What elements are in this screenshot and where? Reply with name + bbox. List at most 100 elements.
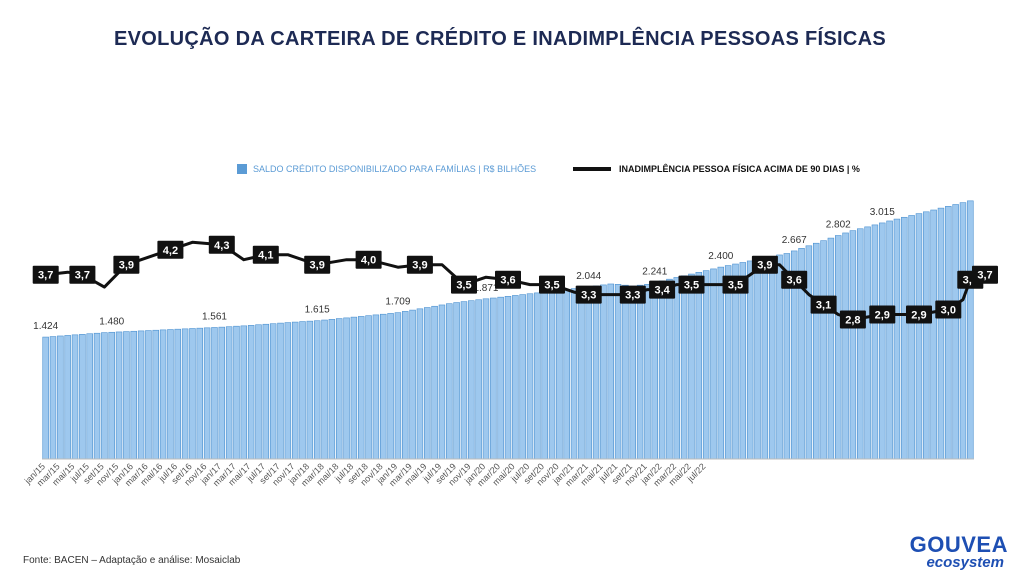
bar [827,237,835,460]
line-point-label: 3,5 [684,280,699,292]
bar-value-label: 1.561 [202,311,227,322]
bar [446,303,453,460]
bar [101,332,108,460]
bar [86,333,93,460]
line-point-label: 3,9 [310,260,325,272]
line-point-box [304,255,331,274]
bar [614,284,622,460]
bar [372,314,380,460]
bar [196,327,204,460]
bar [651,282,659,460]
bar-value-label: 1.424 [33,321,58,332]
line-point-label: 3,7 [38,270,53,282]
bar [49,336,57,460]
line-point-label: 3,5 [728,280,743,292]
line-point-box [113,255,140,274]
bar [930,209,937,460]
bar [225,326,233,460]
bar-value-label: 1.709 [385,297,410,308]
bar [849,230,857,460]
bar [387,313,394,460]
bar [724,265,732,460]
bar [108,331,115,460]
bar-value-label: 2.241 [642,267,667,278]
bar [416,308,424,460]
bar [357,316,365,460]
bar [680,275,688,460]
line-point-box [839,310,866,329]
gouvea-logo: GOUVEA ecosystem [894,530,1014,574]
bar [482,298,490,460]
bar [431,305,438,460]
line-point-box [575,285,602,304]
line-point-box [972,265,998,284]
bar [717,266,725,460]
bar [328,319,336,460]
bar [115,331,123,460]
bar-value-label: 1.480 [99,316,124,327]
line-point-label: 2,8 [845,315,860,327]
legend-line-label: INADIMPLÊNCIA PESSOA FÍSICA ACIMA DE 90 … [619,164,860,174]
bar [556,290,563,460]
bar [490,297,497,460]
legend-line: INADIMPLÊNCIA PESSOA FÍSICA ACIMA DE 90 … [573,162,860,176]
line-point-label: 3,3 [625,290,640,302]
line-point-box [619,285,646,304]
bar-value-label: 2.400 [708,251,733,262]
legend-line-swatch-icon [573,167,611,171]
line-point-label: 3,7 [977,270,992,282]
bar [570,288,578,460]
bar [299,321,306,460]
bar [203,327,211,460]
bar [842,232,849,460]
line-point-box [869,305,896,324]
bar [710,268,717,460]
bar [519,294,526,460]
bar-value-label: 2.802 [826,220,851,231]
bar [152,329,159,460]
bar [475,299,482,460]
bar [424,307,431,460]
bar [306,320,314,460]
bar [247,325,255,460]
line-point-label: 3,5 [544,280,559,292]
line-point-box [751,255,778,274]
line-point-box [451,275,477,294]
bar [541,291,548,460]
bar [901,216,908,460]
line-point-label: 4,2 [163,245,178,257]
bar [871,224,879,460]
line-point-label: 3,0 [941,305,956,317]
bar [130,330,137,460]
bar [857,228,864,460]
chart-area: jan/15mar/15mai/15jul/15set/15nov/15jan/… [22,200,998,488]
bar [512,295,519,460]
bar [600,284,607,460]
bar [673,277,681,460]
bar [93,332,101,460]
bar [578,287,585,460]
bar [812,242,820,460]
line-point-box [406,255,433,274]
line-point-box [69,265,96,284]
bar [879,222,886,460]
line-point-label: 3,9 [757,260,772,272]
line-point-box [355,250,382,269]
line-point-label: 4,0 [361,255,376,267]
line-point-box [935,300,962,319]
bar [453,302,460,460]
line-point-box [678,275,705,294]
bar [622,284,629,460]
bar [350,316,358,460]
line-point-label: 3,3 [581,290,596,302]
bar [468,300,475,460]
bar [460,301,468,460]
bar [761,257,769,460]
bar [313,320,321,460]
bar [636,284,644,460]
bar [438,304,446,460]
bar-value-label: 3.015 [870,207,895,218]
bar [607,283,614,460]
bar [262,323,270,460]
legend-bars-label: SALDO CRÉDITO DISPONIBILIZADO PARA FAMÍL… [253,164,537,174]
